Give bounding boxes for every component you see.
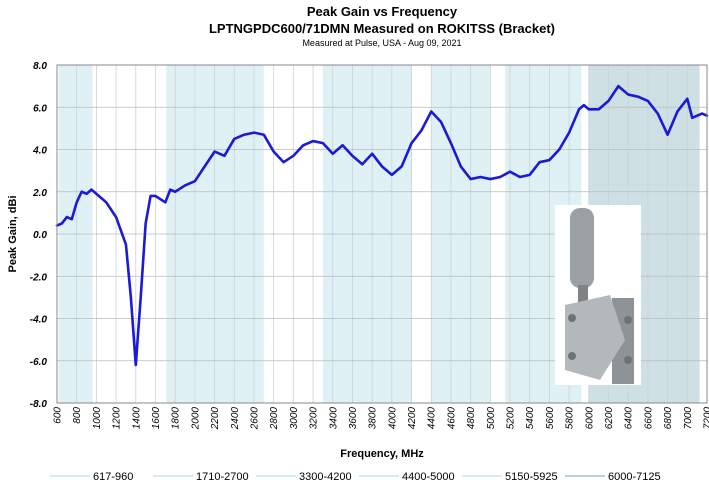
x-tick-label: 2200 xyxy=(210,407,221,431)
x-tick-label: 6600 xyxy=(643,407,654,430)
legend-label: 617-960 xyxy=(93,471,133,483)
x-tick-label: 6800 xyxy=(663,407,674,430)
legend-label: 3300-4200 xyxy=(299,471,352,483)
y-tick-label: -8.0 xyxy=(30,399,48,410)
y-tick-label: -6.0 xyxy=(30,357,48,368)
x-tick-label: 4400 xyxy=(427,407,438,430)
legend-label: 6000-7125 xyxy=(608,471,661,483)
y-tick-label: 2.0 xyxy=(32,188,47,199)
x-tick-label: 4000 xyxy=(387,407,398,430)
x-tick-label: 1000 xyxy=(92,407,103,430)
legend-label: 4400-5000 xyxy=(402,471,455,483)
x-tick-label: 3800 xyxy=(368,407,379,430)
antenna-photo xyxy=(555,205,641,385)
x-tick-label: 2800 xyxy=(269,407,280,431)
y-axis-label: Peak Gain, dBi xyxy=(7,195,19,272)
x-tick-label: 1600 xyxy=(151,407,162,430)
x-tick-label: 4200 xyxy=(407,407,418,430)
x-tick-label: 4600 xyxy=(446,407,457,430)
y-tick-label: 4.0 xyxy=(32,146,47,157)
x-tick-label: 2600 xyxy=(249,407,260,431)
x-tick-label: 2400 xyxy=(230,407,241,431)
legend-label: 1710-2700 xyxy=(196,471,249,483)
x-tick-label: 3600 xyxy=(348,407,359,430)
x-tick-label: 7200 xyxy=(703,407,709,430)
y-tick-label: -4.0 xyxy=(30,315,48,326)
x-tick-label: 3000 xyxy=(289,407,300,430)
x-tick-label: 6400 xyxy=(624,407,635,430)
y-tick-label: 0.0 xyxy=(33,230,47,241)
x-tick-label: 4800 xyxy=(466,407,477,430)
x-tick-label: 1200 xyxy=(112,407,123,430)
x-tick-label: 5800 xyxy=(565,407,576,430)
legend: 617-960 1710-2700 3300-4200 4400-5000 5150-5… xyxy=(50,471,661,483)
x-tick-label: 1800 xyxy=(171,407,182,430)
x-tick-label: 7000 xyxy=(683,407,694,430)
chart-title: Peak Gain vs Frequency xyxy=(307,4,458,19)
chart-caption: Measured at Pulse, USA - Aug 09, 2021 xyxy=(302,38,461,48)
x-tick-label: 1400 xyxy=(131,407,142,430)
x-tick-label: 5000 xyxy=(486,407,497,430)
chart-subtitle: LPTNGPDC600/71DMN Measured on ROKITSS (B… xyxy=(209,21,555,36)
x-tick-label: 3200 xyxy=(309,407,320,430)
x-tick-label: 3400 xyxy=(328,407,339,430)
y-tick-label: 6.0 xyxy=(33,103,47,114)
legend-label: 5150-5925 xyxy=(505,471,558,483)
x-tick-label: 5200 xyxy=(506,407,517,430)
x-tick-label: 6000 xyxy=(584,407,595,430)
y-tick-label: 8.0 xyxy=(33,61,47,72)
x-tick-label: 2000 xyxy=(190,407,201,431)
x-tick-label: 5400 xyxy=(525,407,536,430)
x-tick-label: 6200 xyxy=(604,407,615,430)
x-axis-label: Frequency, MHz xyxy=(340,448,424,460)
x-tick-label: 800 xyxy=(72,407,83,424)
x-tick-label: 600 xyxy=(53,407,64,424)
y-tick-label: -2.0 xyxy=(30,272,48,283)
x-tick-label: 5600 xyxy=(545,407,556,430)
